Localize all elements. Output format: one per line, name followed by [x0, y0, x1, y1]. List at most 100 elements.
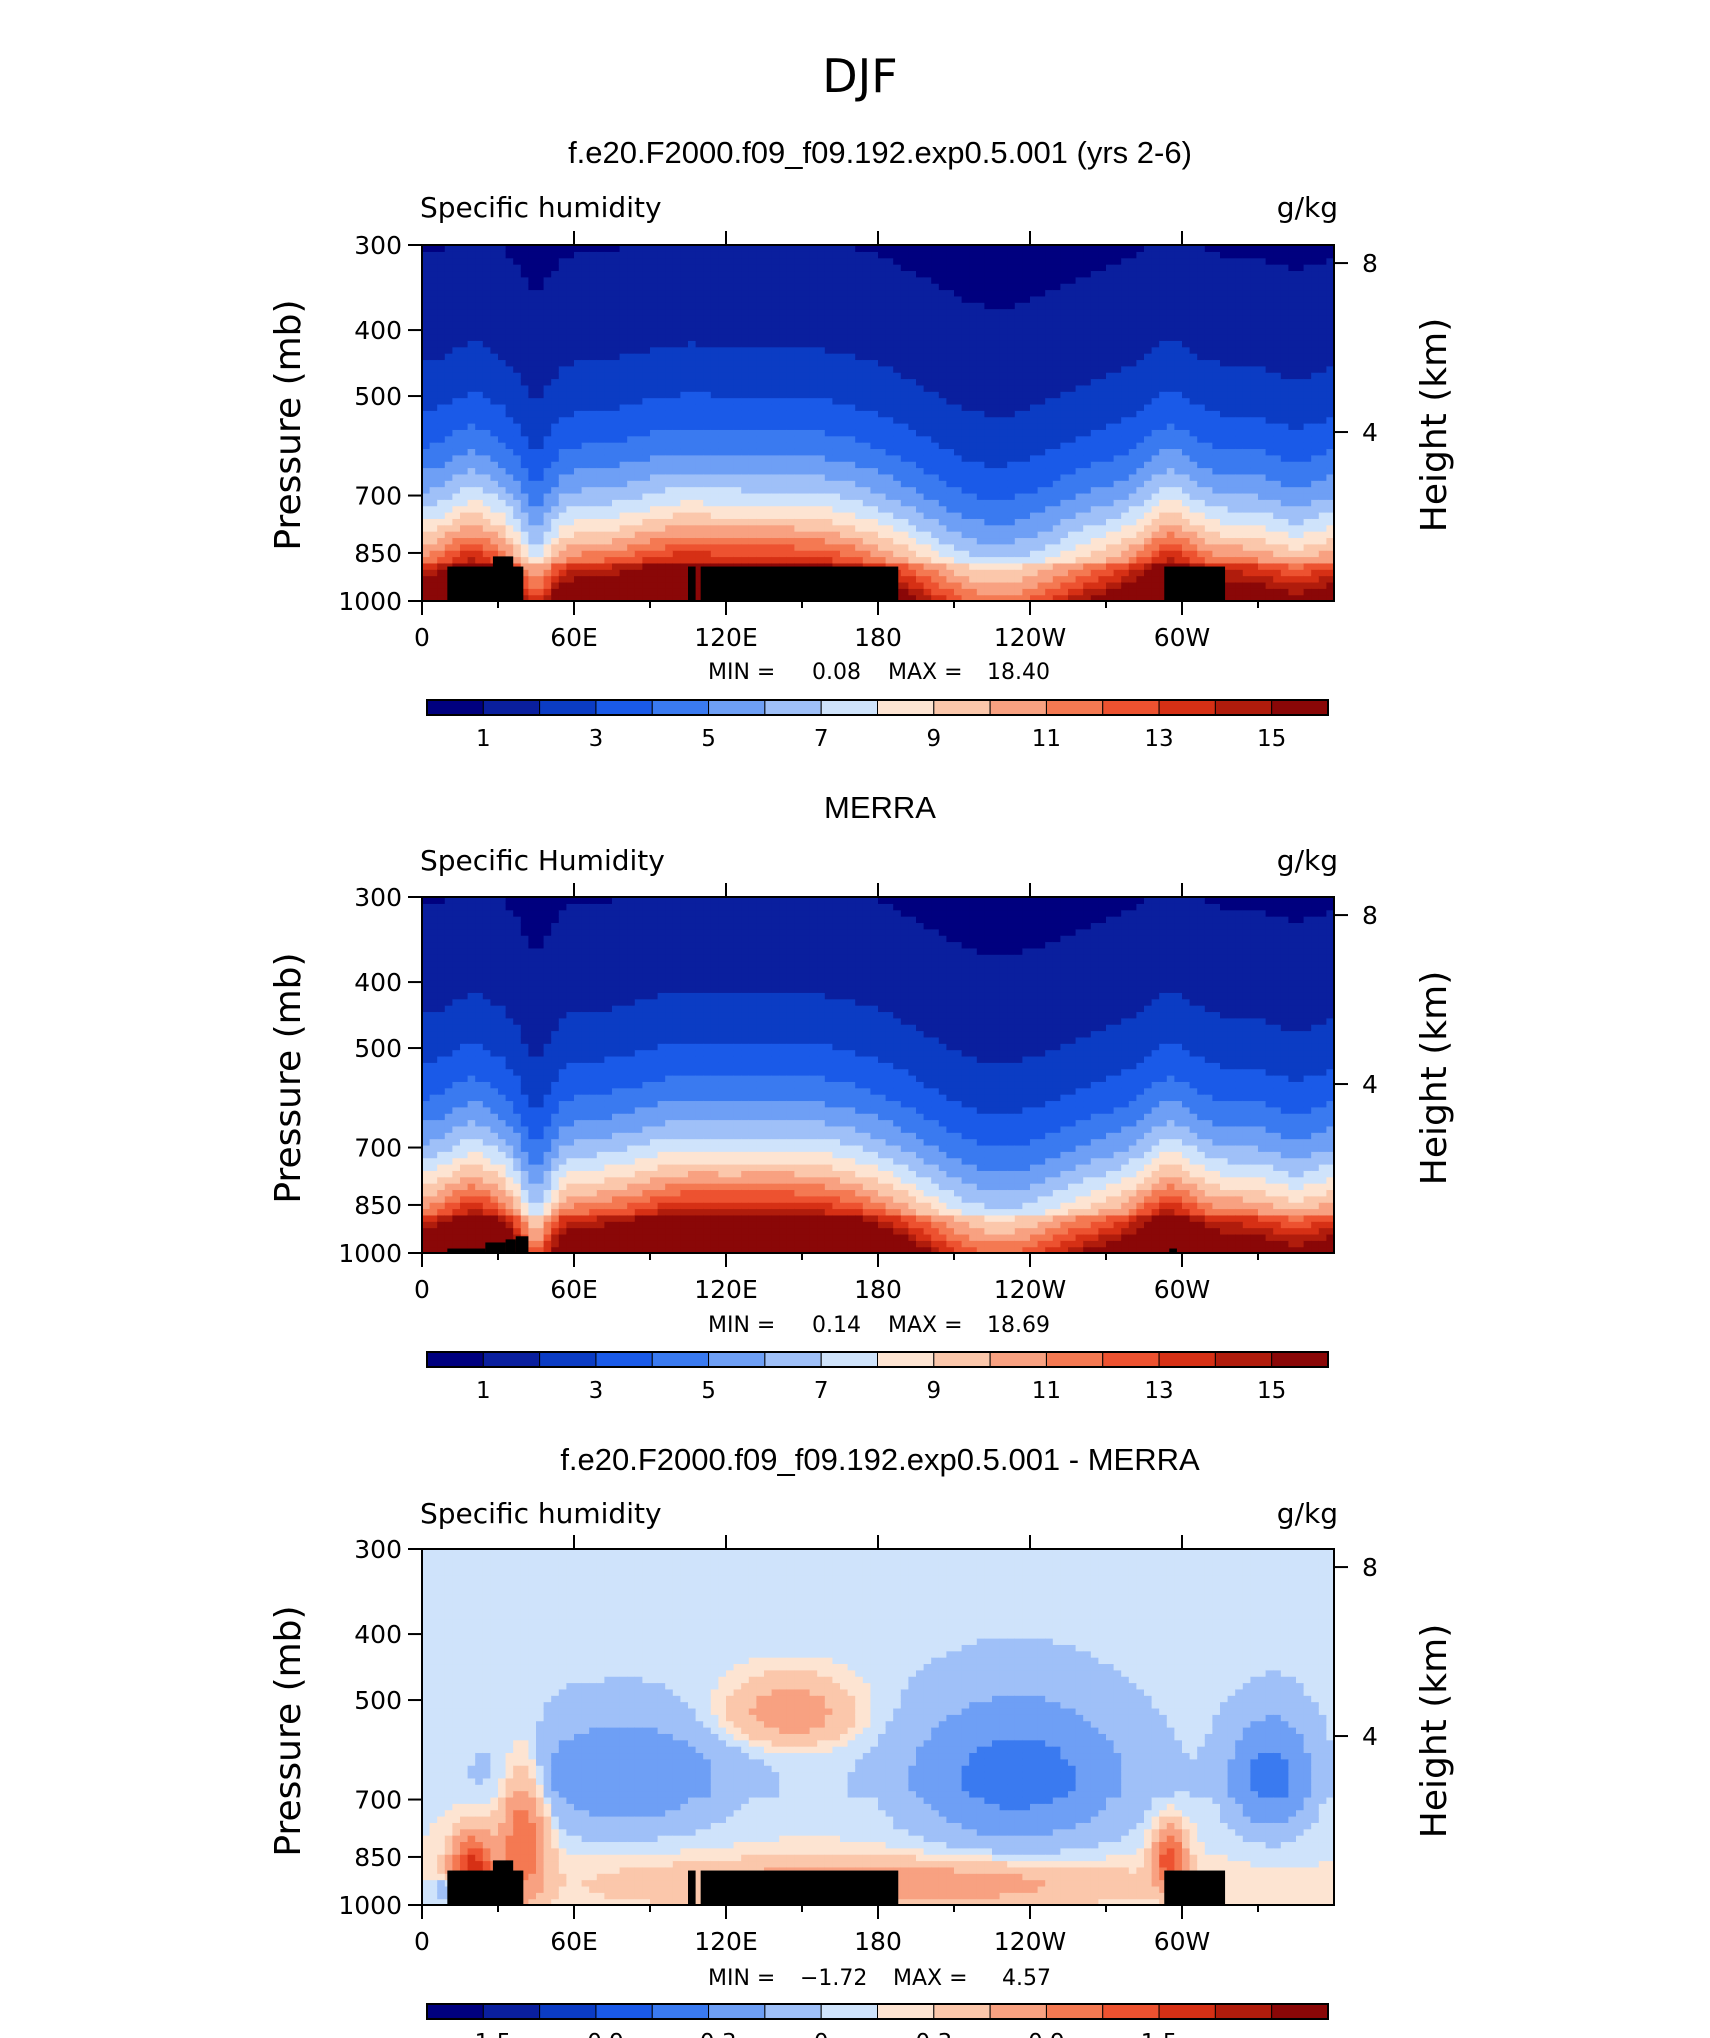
contour-cell [969, 473, 978, 481]
contour-cell [672, 295, 681, 303]
contour-cell [733, 562, 742, 570]
contour-cell [710, 321, 719, 329]
contour-cell [855, 467, 864, 475]
contour-cell [961, 245, 970, 252]
contour-cell [703, 512, 712, 519]
contour-cell [513, 403, 522, 411]
contour-cell [794, 308, 803, 316]
contour-cell [627, 461, 636, 469]
contour-cell [1030, 448, 1039, 456]
contour-cell [589, 416, 598, 424]
contour-cell [566, 283, 575, 291]
contour-cell [672, 264, 681, 272]
contour-cell [695, 531, 704, 539]
contour-cell [885, 531, 894, 539]
contour-cell [817, 454, 826, 462]
contour-cell [657, 321, 666, 329]
contour-cell [1068, 562, 1077, 570]
contour-cell [672, 562, 681, 570]
contour-cell [650, 550, 659, 558]
contour-cell [802, 467, 811, 475]
contour-cell [824, 353, 833, 361]
contour-cell [558, 448, 567, 456]
contour-cell [840, 321, 849, 329]
contour-cell [528, 264, 537, 272]
contour-cell [444, 283, 453, 291]
contour-cell [938, 480, 947, 488]
contour-cell [855, 550, 864, 558]
contour-cell [802, 435, 811, 443]
contour-cell [642, 346, 651, 354]
contour-cell [703, 283, 712, 291]
contour-cell [574, 276, 583, 284]
contour-cell [475, 397, 484, 405]
contour-cell [1060, 518, 1069, 526]
contour-cell [437, 270, 446, 278]
contour-cell [992, 454, 1001, 462]
contour-cell [1030, 264, 1039, 272]
contour-cell [536, 588, 545, 596]
contour-cell [809, 378, 818, 386]
contour-cell [862, 251, 871, 259]
contour-cell [726, 340, 735, 348]
contour-cell [467, 518, 476, 526]
contour-cell [855, 429, 864, 437]
contour-cell [520, 334, 529, 341]
contour-cell [566, 505, 575, 513]
contour-cell [482, 442, 491, 450]
contour-cell [809, 308, 818, 316]
contour-cell [954, 550, 963, 558]
contour-cell [1090, 416, 1099, 424]
contour-cell [1030, 397, 1039, 405]
contour-cell [802, 454, 811, 462]
contour-cell [536, 467, 545, 475]
contour-cell [422, 295, 431, 303]
contour-cell [1060, 442, 1069, 450]
contour-cell [657, 410, 666, 418]
contour-cell [900, 461, 909, 469]
contour-cell [1030, 359, 1039, 367]
contour-cell [460, 543, 469, 551]
contour-cell [794, 321, 803, 329]
contour-cell [946, 283, 955, 291]
contour-cell [885, 429, 894, 437]
contour-cell [657, 512, 666, 519]
contour-cell [444, 512, 453, 519]
contour-cell [840, 473, 849, 481]
contour-cell [748, 359, 757, 367]
contour-cell [1037, 594, 1046, 602]
contour-cell [589, 537, 598, 545]
contour-cell [482, 283, 491, 291]
contour-cell [551, 276, 560, 284]
contour-cell [809, 556, 818, 564]
contour-cell [1075, 448, 1084, 456]
contour-cell [840, 372, 849, 380]
contour-cell [657, 264, 666, 272]
contour-cell [855, 403, 864, 411]
contour-cell [1022, 295, 1031, 303]
contour-cell [429, 353, 438, 361]
contour-cell [931, 302, 940, 310]
contour-cell [976, 524, 985, 532]
contour-cell [923, 429, 932, 437]
contour-cell [1014, 289, 1023, 297]
contour-cell [566, 251, 575, 259]
contour-cell [657, 524, 666, 532]
contour-cell [809, 531, 818, 539]
contour-cell [779, 397, 788, 405]
contour-cell [870, 283, 879, 291]
contour-cell [422, 435, 431, 443]
contour-cell [756, 384, 765, 392]
contour-cell [429, 435, 438, 443]
contour-cell [893, 550, 902, 558]
contour-cell [596, 588, 605, 596]
contour-cell [931, 257, 940, 265]
contour-cell [1068, 467, 1077, 475]
contour-cell [1037, 372, 1046, 380]
contour-cell [1014, 283, 1023, 291]
contour-cell [1052, 384, 1061, 392]
contour-cell [938, 531, 947, 539]
contour-cell [513, 550, 522, 558]
contour-cell [832, 384, 841, 392]
contour-cell [513, 295, 522, 303]
